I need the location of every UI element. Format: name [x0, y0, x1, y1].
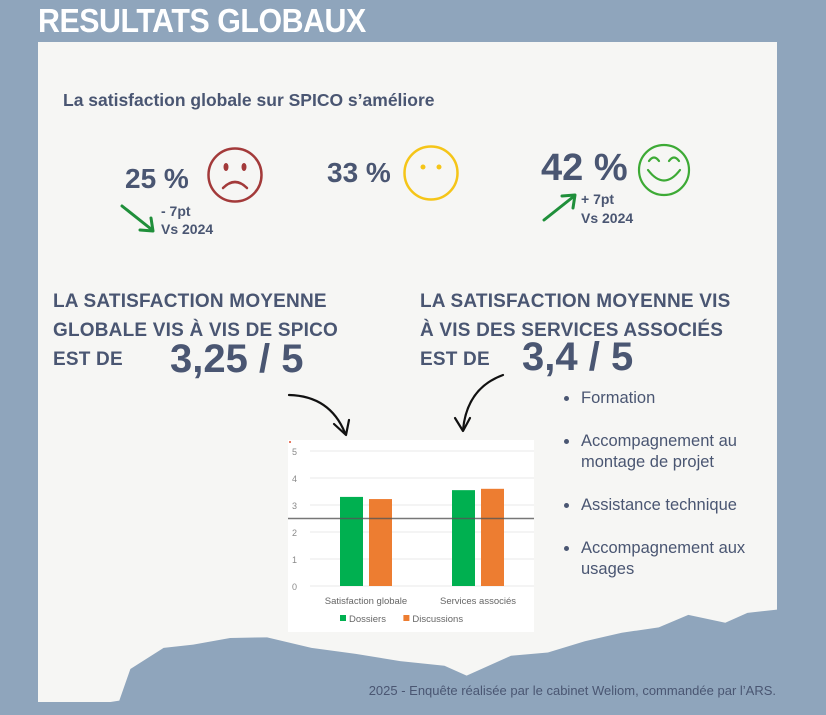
legend-swatch [340, 615, 346, 621]
trend-up-arrow-icon [542, 193, 577, 222]
services-list-item: Assistance technique [562, 495, 781, 516]
footer-credit: 2025 - Enquête réalisée par le cabinet W… [368, 683, 776, 698]
global-satisfaction-score: 3,25 / 5 [170, 337, 304, 381]
neutral-face-icon [403, 145, 459, 201]
unsatisfied-delta: - 7pt [161, 203, 191, 219]
happy-face-icon [637, 143, 691, 197]
y-tick-label: 0 [292, 582, 297, 592]
services-list-item: Accompagnement aux usages [562, 538, 781, 580]
y-tick-label: 4 [292, 474, 297, 484]
services-heading-line-2: À VIS DES SERVICES ASSOCIÉS [420, 320, 724, 341]
global-heading-line-1: LA SATISFACTION MOYENNE [53, 291, 327, 312]
chart-marker-dot [289, 441, 291, 443]
bar-dossiers [340, 496, 363, 586]
services-satisfaction-heading: LA SATISFACTION MOYENNE VIS À VIS DES SE… [420, 287, 730, 374]
satisfied-percent: 42 % [541, 147, 628, 189]
legend-swatch [403, 615, 410, 621]
unsatisfied-comparison: Vs 2024 [161, 221, 214, 237]
x-tick-label: Services associés [440, 596, 516, 607]
trend-down-arrow-icon [120, 204, 155, 233]
unsatisfied-percent: 25 % [125, 163, 189, 194]
services-list-item: Accompagnement au montage de projet [562, 431, 781, 473]
bar-chart: 0 1 2 3 4 5 Satisfaction globale Services assoc… [288, 440, 534, 632]
bar-dossiers [452, 490, 475, 586]
services-satisfaction-score: 3,4 / 5 [522, 335, 634, 379]
y-tick-label: 2 [292, 528, 297, 538]
legend-label: Discussions [412, 614, 463, 625]
y-tick-label: 5 [292, 447, 297, 457]
services-heading-line-3: EST DE [420, 349, 490, 370]
bar-discussions [369, 499, 392, 586]
services-list-item: Formation [562, 388, 781, 409]
bar-discussions [481, 488, 504, 586]
subtitle: La satisfaction globale sur SPICO s’amél… [63, 90, 435, 110]
services-list: Formation Accompagnement au montage de p… [562, 388, 781, 602]
page-title: RESULTATS GLOBAUX [38, 2, 366, 39]
services-heading-line-1: LA SATISFACTION MOYENNE VIS [420, 291, 731, 312]
neutral-percent: 33 % [327, 157, 391, 188]
y-tick-label: 1 [292, 555, 297, 565]
legend-label: Dossiers [349, 614, 386, 625]
sad-face-icon [207, 147, 263, 203]
y-tick-label: 3 [292, 501, 297, 511]
satisfied-comparison: Vs 2024 [581, 210, 634, 226]
x-tick-label: Satisfaction globale [325, 596, 407, 607]
global-heading-line-3: EST DE [53, 349, 123, 370]
bar-chart-canvas: 0 1 2 3 4 5 Satisfaction globale Services assoc… [288, 441, 534, 625]
global-heading-line-2: GLOBALE VIS À VIS DE SPICO [53, 320, 338, 341]
satisfied-delta: + 7pt [581, 191, 615, 207]
global-satisfaction-heading: LA SATISFACTION MOYENNE GLOBALE VIS À VI… [53, 287, 338, 374]
